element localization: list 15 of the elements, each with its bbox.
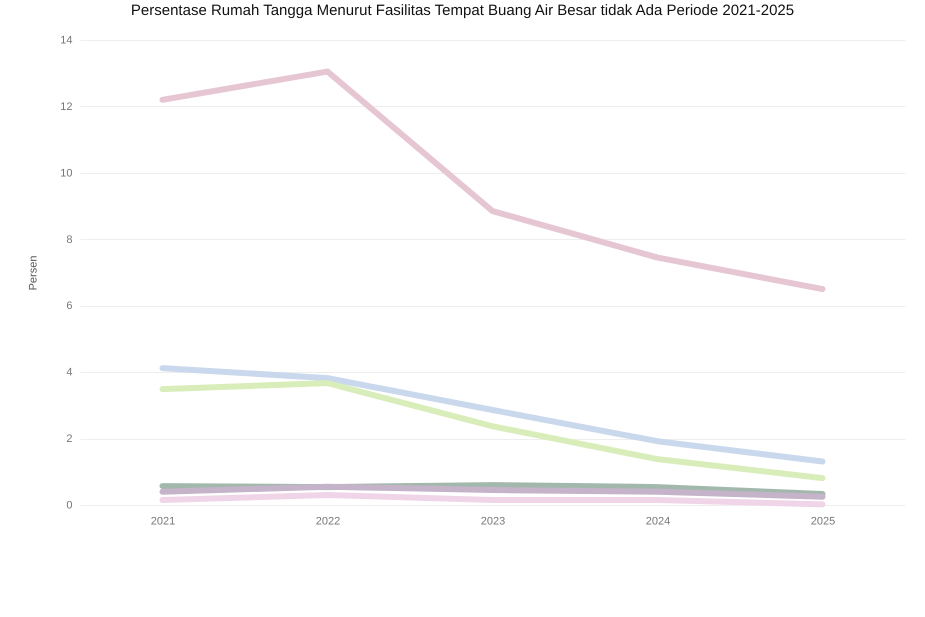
x-tick-label: 2024: [646, 516, 670, 528]
x-tick-label: 2023: [480, 516, 506, 528]
chart-title: Persentase Rumah Tangga Menurut Fasilitas Tempat Buang Air Besar tidak Ada Periode 2021-2025: [130, 2, 794, 19]
x-tick-label: 2021: [150, 516, 176, 528]
y-tick-label: 10: [60, 167, 72, 180]
y-tick-label: 12: [60, 100, 72, 113]
y-tick-label: 14: [60, 34, 72, 46]
x-tick-label: 2025: [810, 516, 836, 528]
y-tick-label: 2: [66, 433, 72, 446]
y-tick-label: 4: [66, 366, 72, 379]
y-tick-label: 8: [66, 234, 72, 246]
x-tick-label: 2022: [316, 516, 340, 528]
y-axis-title: Persen: [27, 256, 40, 290]
y-tick-label: 6: [66, 300, 72, 312]
y-tick-label: 0: [66, 500, 72, 512]
